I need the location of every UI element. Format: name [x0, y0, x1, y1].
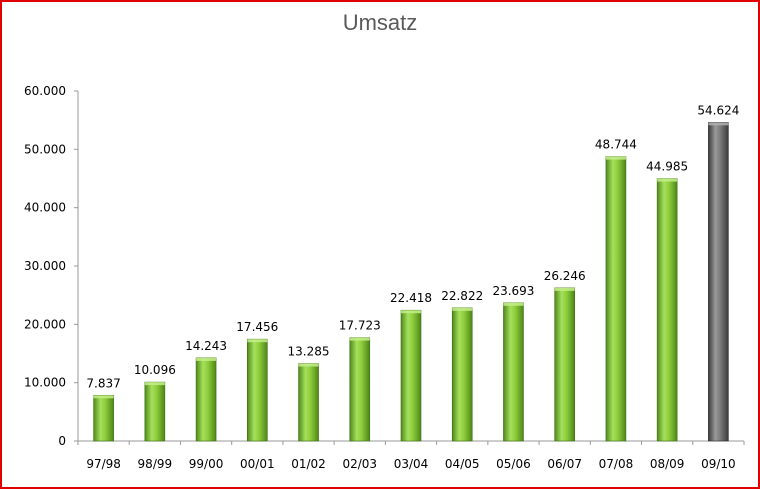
- x-tick-label: 07/08: [599, 457, 634, 471]
- bar: [503, 302, 524, 442]
- x-tick-label: 97/98: [86, 457, 121, 471]
- x-tick-label: 01/02: [291, 457, 326, 471]
- data-label: 26.246: [544, 269, 586, 283]
- bar: [298, 363, 319, 442]
- bar: [708, 122, 729, 442]
- data-label: 7.837: [86, 376, 120, 390]
- x-tick-label: 05/06: [496, 457, 531, 471]
- bar: [247, 338, 268, 442]
- bar: [144, 381, 166, 442]
- bar: [349, 337, 371, 442]
- data-label: 54.624: [697, 103, 739, 117]
- x-tick-label: 04/05: [445, 457, 480, 471]
- data-label: 13.285: [288, 345, 330, 359]
- y-tick-label: 10.000: [24, 376, 66, 390]
- data-label: 48.744: [595, 138, 637, 152]
- data-label: 10.096: [134, 363, 176, 377]
- y-tick-label: 50.000: [24, 142, 66, 156]
- x-tick-label: 09/10: [701, 457, 736, 471]
- data-label: 22.822: [441, 289, 483, 303]
- x-tick-label: 98/99: [138, 457, 173, 471]
- bar: [195, 357, 217, 442]
- x-tick-label: 08/09: [650, 457, 685, 471]
- bar: [656, 178, 678, 442]
- x-tick-label: 00/01: [240, 457, 275, 471]
- bar: [554, 287, 575, 442]
- y-tick-label: 40.000: [24, 201, 66, 215]
- data-label: 17.456: [236, 320, 278, 334]
- data-label: 22.418: [390, 291, 432, 305]
- y-tick-label: 0: [58, 434, 66, 448]
- chart-title: Umsatz: [342, 10, 418, 35]
- x-tick-label: 02/03: [342, 457, 377, 471]
- x-tick-label: 03/04: [394, 457, 429, 471]
- y-tick-label: 60.000: [24, 84, 66, 98]
- data-label: 23.693: [492, 284, 534, 298]
- x-tick-label: 99/00: [189, 457, 224, 471]
- bar: [605, 156, 627, 442]
- bar: [451, 307, 473, 442]
- data-label: 14.243: [185, 339, 227, 353]
- y-tick-label: 20.000: [24, 317, 66, 331]
- bar: [400, 309, 422, 442]
- data-label: 44.985: [646, 160, 688, 174]
- data-label: 17.723: [339, 319, 381, 333]
- x-tick-label: 06/07: [547, 457, 582, 471]
- y-tick-label: 30.000: [24, 259, 66, 273]
- bar: [93, 394, 114, 442]
